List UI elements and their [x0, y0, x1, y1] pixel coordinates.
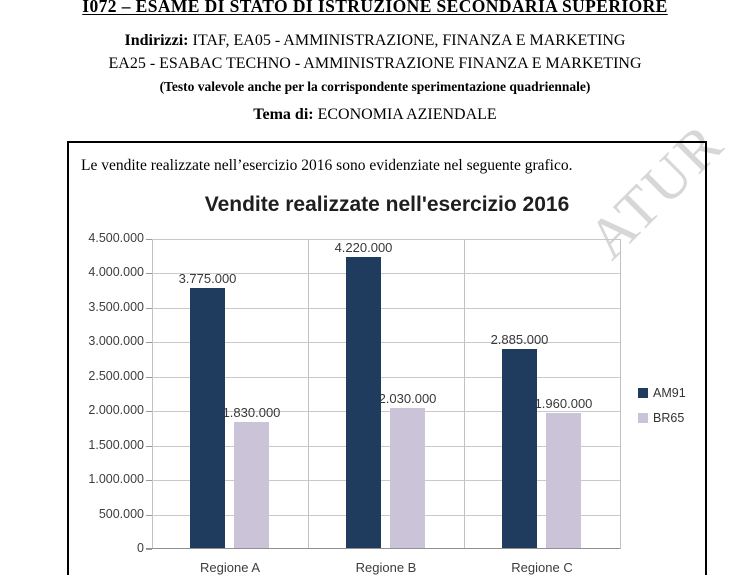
x-axis-line [146, 548, 620, 549]
legend-swatch [638, 388, 648, 398]
y-tick-label: 2.000.000 [88, 403, 144, 418]
y-tick-label: 1.000.000 [88, 472, 144, 487]
gridline [152, 239, 620, 240]
chart-title: Vendite realizzate nell'esercizio 2016 [204, 193, 570, 216]
plot-divider [152, 239, 153, 549]
bar-value-label: 1.960.000 [534, 396, 593, 411]
y-axis-tick [146, 480, 152, 482]
bar-chart-plot-area: 3.775.000 4.220.000 2.885.000 1.830.000 2.03… [146, 239, 621, 550]
indirizzi-text: ITAF, EA05 - AMMINISTRAZIONE, FINANZA E … [192, 32, 626, 49]
indirizzi-label: Indirizzi: [124, 32, 189, 49]
y-tick-label: 500.000 [98, 506, 144, 521]
gridline [152, 342, 620, 344]
y-tick-label: 4.000.000 [88, 265, 144, 280]
tema-line: Tema di: ECONOMIA AZIENDALE [0, 106, 750, 124]
y-tick-label: 3.500.000 [88, 299, 144, 314]
bar-value-label: 2.030.000 [378, 391, 437, 406]
y-axis-tick [146, 273, 152, 275]
intro-text: Le vendite realizzate nell’esercizio 201… [81, 157, 573, 174]
y-axis-tick [146, 445, 152, 447]
y-axis-tick [146, 514, 152, 516]
x-category-label: Regione B [355, 560, 417, 575]
y-tick-label: 1.500.000 [88, 437, 144, 452]
bar-br65-regione-a [234, 422, 269, 548]
indirizzi-line-2: EA25 - ESABAC TECHNO - AMMINISTRAZIONE F… [108, 55, 642, 72]
legend-item-br65: BR65 [638, 411, 686, 425]
gridline [152, 273, 620, 275]
gridline [152, 307, 620, 309]
y-axis-tick [146, 307, 152, 309]
y-axis-tick [146, 376, 152, 378]
y-tick-label: 3.000.000 [88, 334, 144, 349]
gridline [152, 376, 620, 378]
gridline [152, 514, 620, 516]
plot-divider [620, 239, 621, 549]
gridline [152, 480, 620, 482]
legend-item-am91: AM91 [638, 386, 686, 400]
legend-label: AM91 [653, 386, 686, 400]
y-tick-label: 0 [137, 541, 144, 555]
bar-value-label: 2.885.000 [490, 332, 549, 347]
bar-value-label: 3.775.000 [178, 271, 237, 286]
bar-br65-regione-c [546, 413, 581, 548]
plot-divider [464, 239, 465, 549]
exercise-box: Le vendite realizzate nell’esercizio 201… [67, 141, 707, 575]
bar-am91-regione-c [502, 349, 537, 548]
gridline [152, 411, 620, 413]
gridline [152, 445, 620, 447]
bar-am91-regione-b [346, 257, 381, 548]
legend-swatch [638, 413, 648, 423]
indirizzi-line: Indirizzi: ITAF, EA05 - AMMINISTRAZIONE,… [0, 32, 750, 50]
y-tick-label: 2.500.000 [88, 368, 144, 383]
x-category-label: Regione C [511, 560, 573, 575]
legend-label: BR65 [653, 411, 685, 425]
plot-divider [308, 239, 309, 549]
bar-value-label: 1.830.000 [222, 405, 281, 420]
y-axis-tick [146, 549, 152, 550]
tema-text: ECONOMIA AZIENDALE [317, 106, 497, 123]
bar-br65-regione-b [390, 408, 425, 548]
y-axis-tick [146, 342, 152, 344]
tema-label: Tema di: [253, 106, 314, 123]
y-axis-tick [146, 239, 152, 240]
bar-am91-regione-a [190, 288, 225, 548]
note-line: (Testo valevole anche per la corrisponde… [159, 79, 591, 94]
chart-legend: AM91 BR65 [638, 386, 686, 436]
y-tick-label: 4.500.000 [88, 231, 144, 245]
bar-value-label: 4.220.000 [334, 240, 393, 255]
x-category-label: Regione A [200, 560, 260, 575]
y-axis-tick [146, 411, 152, 413]
page-title: I072 – ESAME DI STATO DI ISTRUZIONE SECO… [82, 0, 668, 16]
